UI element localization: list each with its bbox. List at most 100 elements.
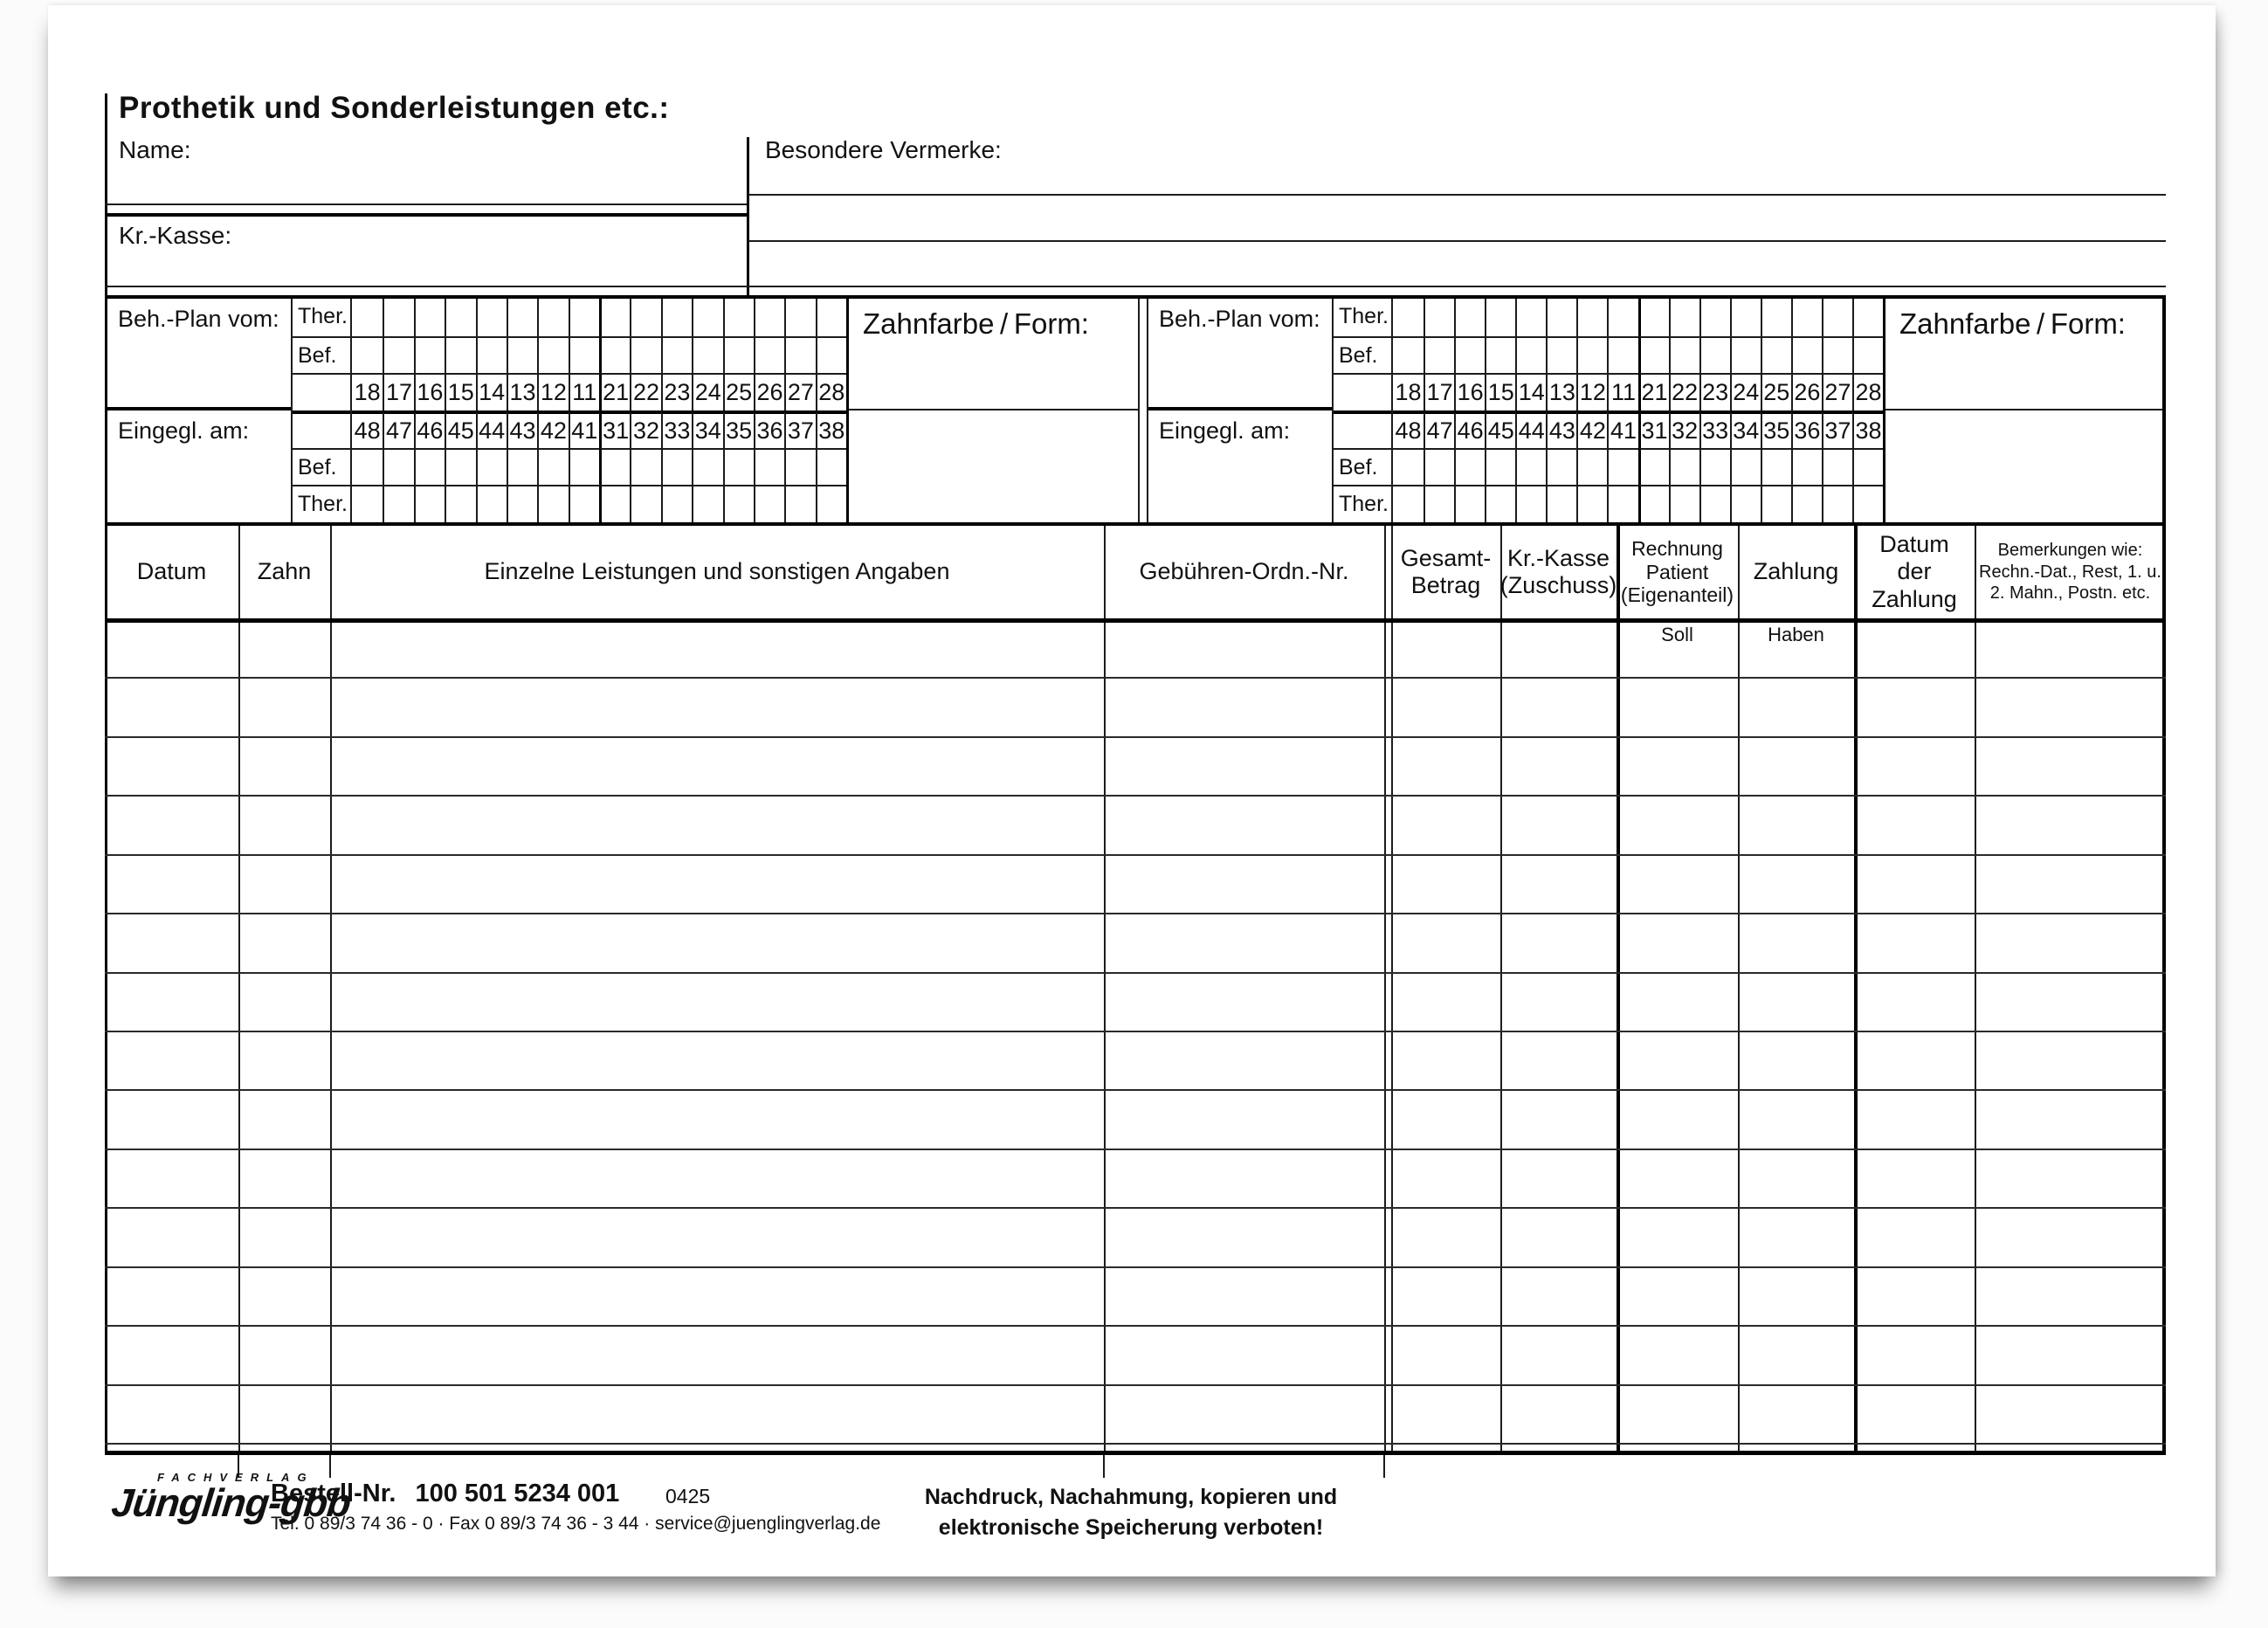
tooth-cell [1393, 447, 1424, 486]
tooth-cell [1790, 335, 1822, 374]
tooth-cell: 48 [1393, 410, 1424, 448]
title-block-left-border [105, 93, 107, 295]
col-header-leistungen: Einzelne Leistungen und sonstigen Angabe… [484, 558, 950, 585]
publisher-logo: FACHVERLAG Jüngling-gbb [109, 1471, 356, 1526]
tooth-cell [1637, 447, 1669, 486]
col-line [1104, 526, 1106, 1455]
col-header-zahlung: Zahlung [1753, 558, 1839, 585]
col-line-thick [1617, 526, 1620, 1455]
tooth-cell [1851, 335, 1883, 374]
tooth-cell: 26 [1790, 373, 1822, 410]
tooth-cell [753, 447, 785, 486]
bef-label: Bef. [1334, 447, 1391, 486]
tooth-cell [352, 299, 383, 336]
tooth-cell: 23 [660, 373, 693, 410]
tooth-cell [475, 335, 507, 374]
col-header-gesamtbetrag: Gesamt- Betrag [1400, 544, 1492, 598]
bef-label: Bef. [293, 335, 350, 374]
table-row-line [105, 1384, 2166, 1386]
tooth-cell [1576, 335, 1608, 374]
copyright-line1: Nachdruck, Nachahmung, kopieren und [924, 1485, 1338, 1509]
tooth-cell [1546, 335, 1577, 374]
tooth-cell: 14 [475, 373, 507, 410]
chart-right-plan-box: Beh.-Plan vom: Eingegl. am: [1148, 299, 1334, 522]
tooth-cell [1668, 335, 1699, 374]
eingegl-label: Eingegl. am: [118, 417, 250, 444]
tooth-cell [1607, 447, 1638, 486]
name-label: Name: [119, 136, 191, 163]
tooth-cell [1546, 485, 1577, 522]
tooth-cell: 17 [1424, 373, 1455, 410]
tooth-cell: 18 [352, 373, 383, 410]
tooth-cell: 47 [1424, 410, 1455, 448]
tooth-cell [630, 299, 660, 336]
tooth-cell [784, 299, 815, 336]
tooth-cell: 45 [445, 410, 476, 448]
chart-left-plan-box: Beh.-Plan vom: Eingegl. am: [107, 299, 293, 522]
tooth-cell: 28 [1851, 373, 1883, 410]
tooth-cell: 16 [1454, 373, 1486, 410]
tooth-cell [475, 485, 507, 522]
col-line [238, 526, 240, 1455]
tooth-cell [1851, 485, 1883, 522]
tooth-cell [568, 335, 599, 374]
tooth-cell: 44 [475, 410, 507, 448]
tooth-cell: 36 [753, 410, 785, 448]
tooth-cell [660, 299, 692, 336]
tooth-cell [568, 485, 599, 522]
col-line-thick [1854, 526, 1858, 1455]
tooth-cell [692, 299, 722, 336]
tooth-cell: 38 [1851, 410, 1883, 448]
tooth-cell: 11 [1607, 373, 1638, 410]
tooth-cell [383, 335, 414, 374]
table-row-line [105, 1325, 2166, 1327]
tooth-cell [1546, 447, 1577, 486]
tooth-cell: 18 [1393, 373, 1424, 410]
tooth-cell [1485, 335, 1516, 374]
tooth-cell [1485, 299, 1515, 336]
tooth-cell [1699, 335, 1730, 374]
soll-subheader: Soll [1661, 624, 1693, 645]
tooth-cell [1821, 485, 1852, 522]
tooth-cell: 22 [630, 373, 661, 410]
tooth-cell [660, 335, 693, 374]
tooth-cell: 11 [568, 373, 599, 410]
tick-mark [238, 1455, 239, 1478]
tooth-cell [722, 485, 754, 522]
tooth-cell [660, 447, 693, 486]
tooth-cell [352, 335, 383, 374]
tooth-cell [722, 447, 754, 486]
tooth-cell [1760, 485, 1791, 522]
tooth-cell [692, 335, 723, 374]
tooth-cell [413, 299, 445, 336]
tooth-cell: 41 [1607, 410, 1638, 448]
tooth-cell: 42 [537, 410, 569, 448]
tooth-grid-left: 18 17 16 15 14 13 12 11 21 22 23 24 25 26 27 28 48 47 46 45… [352, 299, 846, 522]
col-header-gebuehren: Gebühren-Ordn.-Nr. [1139, 558, 1349, 585]
tooth-cell [1393, 299, 1424, 336]
tooth-cell: 34 [1729, 410, 1761, 448]
tooth-cell [1760, 299, 1791, 336]
tooth-cell [537, 335, 569, 374]
table-row-line [105, 1089, 2166, 1091]
tooth-cell: 23 [1699, 373, 1730, 410]
ther-label: Ther. [293, 485, 350, 522]
col-line [1738, 526, 1740, 1455]
tooth-cell: 31 [1637, 410, 1669, 448]
tooth-cell [1424, 335, 1455, 374]
bestell-label: Bestell-Nr. [271, 1480, 396, 1507]
chart-right-row-labels: Ther. Bef. Bef. Ther. [1334, 299, 1393, 522]
tooth-cell [413, 335, 445, 374]
tooth-cell [1851, 447, 1883, 486]
tooth-cell [1637, 485, 1669, 522]
tooth-cell [1454, 299, 1485, 336]
tooth-cell [1821, 335, 1852, 374]
tooth-grid-right: 18 17 16 15 14 13 12 11 21 22 23 24 25 26 27 28 48 47 46 45… [1393, 299, 1883, 522]
tooth-cell [784, 485, 816, 522]
table-row-line [105, 1266, 2166, 1268]
table-row-line [105, 795, 2166, 797]
tooth-cell [413, 485, 445, 522]
tooth-cell [1424, 485, 1455, 522]
zahnfarbe-write-area [849, 410, 1138, 522]
copyright-notice: Nachdruck, Nachahmung, kopieren und elek… [843, 1482, 1419, 1543]
